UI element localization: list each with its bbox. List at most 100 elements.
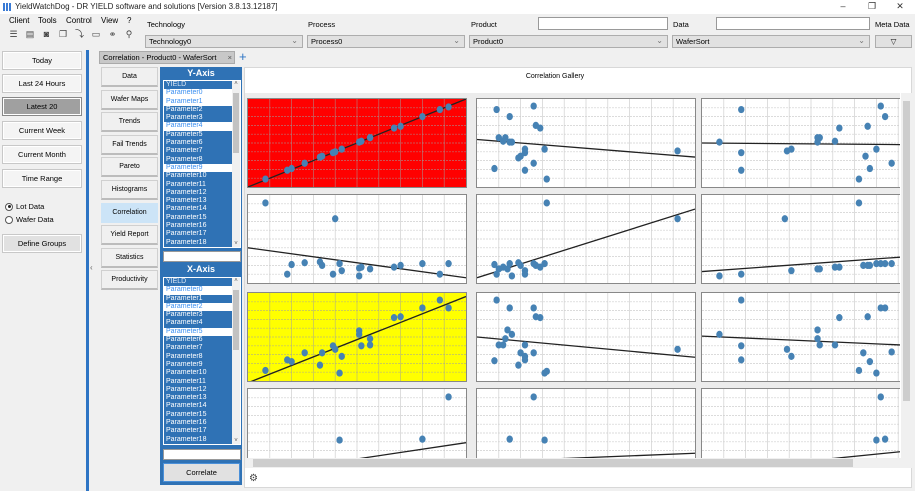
define-groups-button[interactable]: Define Groups <box>2 234 82 253</box>
scatter-plot[interactable] <box>476 388 696 458</box>
list-item[interactable]: Parameter17 <box>166 427 207 435</box>
product-select[interactable]: Product0 ⌄ <box>469 35 668 48</box>
list-scrollbar[interactable]: ˄ ˅ <box>232 81 240 247</box>
time-button-latest-20[interactable]: Latest 20 <box>2 97 82 116</box>
nav-yield-report[interactable]: Yield Report <box>101 225 158 246</box>
copy-icon[interactable]: ❐ <box>58 29 68 39</box>
list-item[interactable]: Parameter4 <box>164 122 234 131</box>
nav-pareto[interactable]: Pareto <box>101 157 158 178</box>
scroll-down-icon[interactable]: ˅ <box>234 438 238 444</box>
meta-data-filter-button[interactable]: ▽ <box>875 35 912 48</box>
collapse-arrow-icon[interactable]: ‹ <box>90 263 93 272</box>
nav-wafer-maps[interactable]: Wafer Maps <box>101 89 158 110</box>
minimize-button[interactable]: – <box>840 1 846 11</box>
scatter-plot[interactable] <box>247 98 467 188</box>
scroll-thumb[interactable] <box>903 101 910 401</box>
list-item[interactable]: Parameter10 <box>166 172 207 180</box>
list-icon[interactable]: ☰ <box>9 29 18 39</box>
product-search-input[interactable] <box>538 17 668 30</box>
link-icon[interactable]: ⚭ <box>108 29 117 39</box>
list-item[interactable]: Parameter10 <box>166 369 207 377</box>
scatter-plot[interactable] <box>701 98 900 188</box>
list-item[interactable]: Parameter12 <box>166 385 207 393</box>
wafer-data-radio[interactable]: Wafer Data <box>5 215 54 224</box>
nav-productivity[interactable]: Productivity <box>101 270 158 291</box>
list-item[interactable]: Parameter18 <box>166 435 207 443</box>
list-item[interactable]: Parameter18 <box>166 238 207 246</box>
data-search-input[interactable] <box>716 17 870 30</box>
x-axis-search-input[interactable] <box>163 449 241 460</box>
list-item[interactable]: Parameter8 <box>166 352 203 360</box>
menu-client[interactable]: Client <box>9 16 30 25</box>
list-item[interactable]: Parameter6 <box>166 336 203 344</box>
time-button-time-range[interactable]: Time Range <box>2 169 82 188</box>
list-item[interactable]: Parameter13 <box>166 197 207 205</box>
time-button-current-week[interactable]: Current Week <box>2 121 82 140</box>
nav-statistics[interactable]: Statistics <box>101 247 158 268</box>
scatter-plot[interactable] <box>701 292 900 382</box>
list-item[interactable]: Parameter6 <box>166 139 203 147</box>
menu-tools[interactable]: Tools <box>38 16 57 25</box>
time-button-last-24-hours[interactable]: Last 24 Hours <box>2 74 82 93</box>
list-item[interactable]: Parameter1 <box>164 97 234 106</box>
vertical-scrollbar[interactable] <box>901 93 912 458</box>
list-item[interactable]: Parameter3 <box>166 114 203 122</box>
menu-view[interactable]: View <box>101 16 119 25</box>
scatter-plot[interactable] <box>476 98 696 188</box>
time-button-current-month[interactable]: Current Month <box>2 145 82 164</box>
correlate-button[interactable]: Correlate <box>163 463 240 482</box>
wand-icon[interactable]: ⤵ <box>74 29 84 39</box>
list-item[interactable]: Parameter0 <box>164 286 234 295</box>
x-axis-list[interactable]: YIELD Parameter0 Parameter1 Parameter2 Param… <box>163 277 241 445</box>
scatter-plot[interactable] <box>247 292 467 382</box>
list-item[interactable]: Parameter14 <box>166 402 207 410</box>
menu-control[interactable]: Control <box>66 16 92 25</box>
close-tab-icon[interactable]: × <box>227 53 232 62</box>
scroll-down-icon[interactable]: ˅ <box>234 241 238 247</box>
nav-data[interactable]: Data <box>101 67 158 87</box>
y-axis-list[interactable]: YIELD Parameter0 Parameter1 Parameter2 Param… <box>163 80 241 248</box>
list-item[interactable]: Parameter15 <box>166 213 207 221</box>
list-item[interactable]: Parameter11 <box>166 377 206 385</box>
scroll-thumb[interactable] <box>233 290 239 350</box>
scatter-plot[interactable] <box>476 292 696 382</box>
y-axis-search-input[interactable] <box>163 251 241 262</box>
close-button[interactable]: ✕ <box>896 1 904 11</box>
list-item[interactable]: Parameter7 <box>166 147 203 155</box>
list-item[interactable]: Parameter2 <box>164 302 234 312</box>
windows-icon[interactable]: ▭ <box>91 29 101 39</box>
scatter-plot[interactable] <box>476 194 696 284</box>
list-item[interactable]: Parameter0 <box>164 89 234 98</box>
list-item[interactable]: Parameter14 <box>166 205 207 213</box>
nav-histograms[interactable]: Histograms <box>101 180 158 200</box>
scroll-thumb[interactable] <box>233 93 239 153</box>
process-select[interactable]: Process0 ⌄ <box>307 35 465 48</box>
scatter-plot[interactable] <box>247 194 467 284</box>
nav-correlation[interactable]: Correlation <box>101 202 158 223</box>
menu-help[interactable]: ? <box>127 16 132 25</box>
scroll-up-icon[interactable]: ˄ <box>234 81 238 87</box>
nav-fail-trends[interactable]: Fail Trends <box>101 134 158 155</box>
scroll-thumb[interactable] <box>253 459 853 467</box>
data-select[interactable]: WaferSort ⌄ <box>672 35 870 48</box>
camera-icon[interactable]: ◙ <box>43 29 50 39</box>
list-item[interactable]: Parameter1 <box>166 294 203 302</box>
list-item[interactable]: Parameter5 <box>166 130 203 138</box>
list-item[interactable]: Parameter17 <box>166 230 207 238</box>
scatter-plot[interactable] <box>247 388 467 458</box>
list-item[interactable]: YIELD <box>166 81 187 88</box>
list-item[interactable]: Parameter5 <box>164 327 234 337</box>
scroll-up-icon[interactable]: ˄ <box>234 278 238 284</box>
list-item[interactable]: YIELD <box>166 278 187 285</box>
list-item[interactable]: Parameter13 <box>166 394 207 402</box>
list-item[interactable]: Parameter12 <box>166 188 207 196</box>
splitter[interactable] <box>86 50 89 491</box>
list-item[interactable]: Parameter7 <box>166 344 203 352</box>
time-button-today[interactable]: Today <box>2 51 82 70</box>
list-item[interactable]: Parameter4 <box>166 319 203 327</box>
tab-correlation[interactable]: Correlation - Product0 - WaferSort × <box>99 51 235 64</box>
list-item[interactable]: Parameter15 <box>166 410 207 418</box>
list-item[interactable]: Parameter11 <box>166 180 206 188</box>
list-item[interactable]: Parameter2 <box>166 105 203 113</box>
scatter-plot[interactable] <box>701 194 900 284</box>
